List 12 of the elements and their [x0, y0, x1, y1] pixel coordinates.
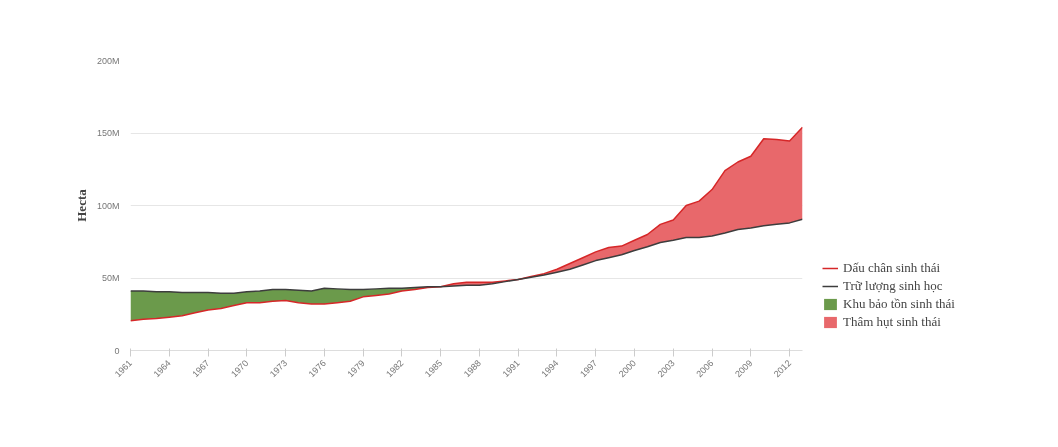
- legend-label: Khu bảo tồn sinh thái: [843, 296, 955, 312]
- y-tick-label: 100M: [96, 200, 120, 211]
- line-series: [130, 218, 803, 294]
- legend-label: Trữ lượng sinh học: [843, 278, 943, 294]
- line-series: [130, 126, 803, 322]
- legend-label: Thâm hụt sinh thái: [843, 314, 941, 330]
- y-tick-label: 0: [114, 345, 120, 356]
- y-tick-label: 200M: [96, 55, 120, 66]
- y-tick-label: 150M: [96, 128, 120, 138]
- y-tick-label: 50M: [101, 273, 120, 283]
- legend-label: Dấu chân sinh thái: [843, 260, 941, 276]
- y-axis-title: Hecta: [73, 188, 89, 222]
